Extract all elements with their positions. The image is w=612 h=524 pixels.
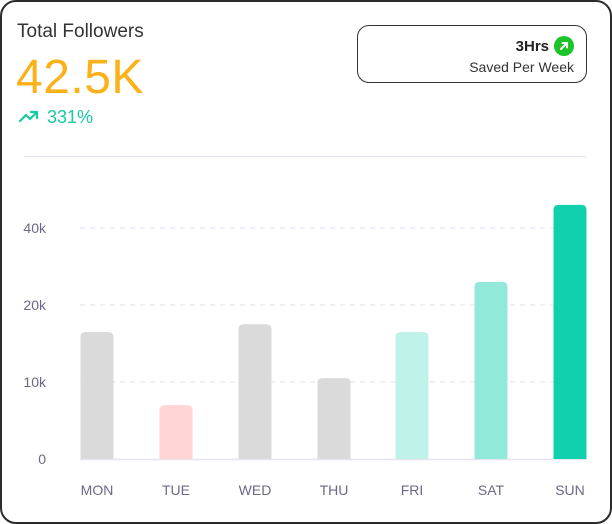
change-indicator: 331% xyxy=(18,107,94,128)
saved-hours-value: 3Hrs xyxy=(515,37,549,55)
bar-sat xyxy=(474,281,508,459)
x-tick-label: SAT xyxy=(478,482,505,498)
total-followers-value: 42.5K xyxy=(16,51,144,104)
header-divider xyxy=(24,156,587,157)
change-percent: 331% xyxy=(47,107,94,127)
x-tick-label: FRI xyxy=(401,482,424,498)
bar-thu xyxy=(317,378,351,459)
y-tick-label: 40k xyxy=(23,220,47,236)
saved-time-badge: 3Hrs Saved Per Week xyxy=(357,25,587,83)
x-tick-label: SUN xyxy=(555,482,585,498)
arrow-up-right-icon xyxy=(554,36,574,56)
x-tick-label: WED xyxy=(239,482,272,498)
trending-up-icon xyxy=(18,107,39,128)
bar-fri xyxy=(395,331,429,459)
y-tick-label: 20k xyxy=(23,297,47,313)
bar-wed xyxy=(238,324,272,459)
y-tick-label: 0 xyxy=(38,451,46,467)
card-title: Total Followers xyxy=(17,21,144,42)
bar-tue xyxy=(159,405,193,459)
saved-hours-label: Saved Per Week xyxy=(469,59,574,75)
x-tick-label: TUE xyxy=(162,482,190,498)
bar-sun xyxy=(553,204,587,459)
bar-mon xyxy=(80,331,114,459)
x-tick-label: THU xyxy=(320,482,349,498)
x-tick-label: MON xyxy=(81,482,114,498)
y-tick-label: 10k xyxy=(23,374,47,390)
